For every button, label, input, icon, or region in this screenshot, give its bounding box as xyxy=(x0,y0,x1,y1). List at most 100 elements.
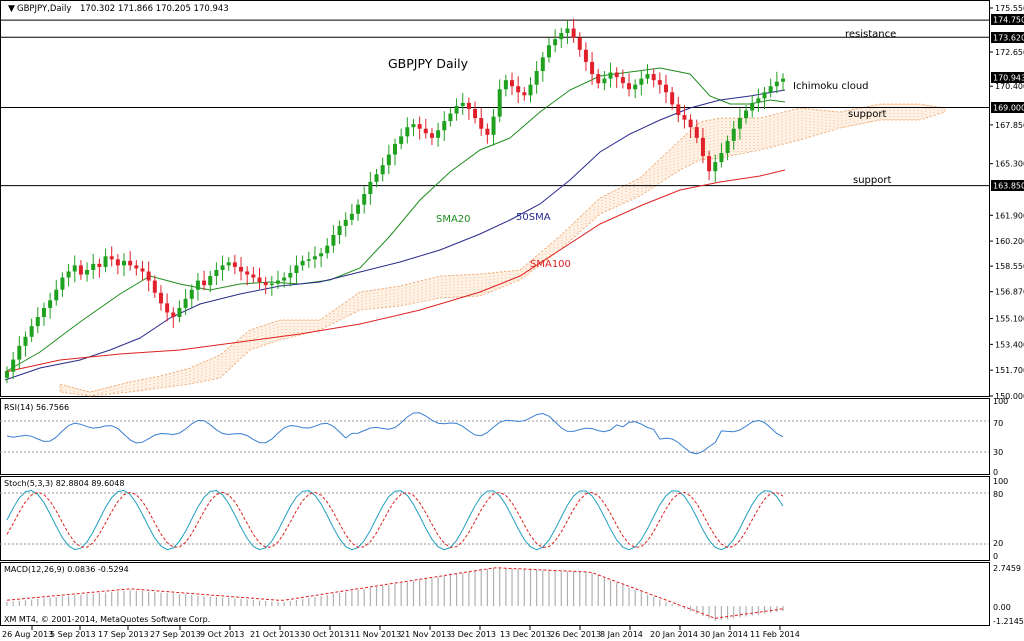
candle-body xyxy=(319,253,324,257)
candle-body xyxy=(349,213,354,220)
macd-level-min: -1.2145 xyxy=(993,617,1024,626)
candle-body xyxy=(645,74,650,79)
candle-body xyxy=(275,280,280,284)
candle-body xyxy=(11,359,16,372)
sma20-label: SMA20 xyxy=(436,214,471,225)
candle-body xyxy=(48,300,53,308)
price-tick-label: 153.400 xyxy=(995,340,1024,349)
price-axis: 175.550 172.650 170.400 167.850 165.300 161.9… xyxy=(989,4,1024,401)
candle-body xyxy=(109,256,114,260)
candle-body xyxy=(368,181,373,195)
sma50-line xyxy=(4,89,786,381)
price-tick-label: 150.000 xyxy=(995,392,1024,401)
date-tick-label: 3 Dec 2013 xyxy=(450,630,496,639)
date-tick-label: 11 Nov 2013 xyxy=(350,630,401,639)
sma100-line xyxy=(4,169,786,373)
candle-body xyxy=(251,274,256,278)
main-title: GBPJPY Daily xyxy=(388,56,469,71)
candle-body xyxy=(183,298,188,308)
candle-body xyxy=(66,271,71,278)
price-tick-label: 167.850 xyxy=(995,121,1024,130)
date-tick-label: 21 Oct 2013 xyxy=(250,630,299,639)
horizontal-levels xyxy=(0,19,989,187)
macd-pane[interactable] xyxy=(0,562,990,626)
candle-body xyxy=(23,336,28,346)
candle-body xyxy=(325,245,330,254)
candle-body xyxy=(72,265,77,272)
candle-body xyxy=(436,130,441,138)
indicator-lines xyxy=(0,412,989,621)
candle-body xyxy=(479,118,484,129)
candle-body xyxy=(269,283,274,286)
candle-body xyxy=(17,345,22,360)
date-tick-label: 17 Sep 2013 xyxy=(98,630,149,639)
candle-body xyxy=(294,265,299,273)
date-tick-label: 8 Jan 2014 xyxy=(600,630,643,639)
candle-body xyxy=(540,57,545,72)
candle-body xyxy=(417,124,422,129)
candle-body xyxy=(651,74,656,81)
candle-body xyxy=(627,83,632,90)
price-marker-173620: 173.620 xyxy=(991,32,1024,43)
price-marker-163850: 163.850 xyxy=(991,180,1024,191)
candle-body xyxy=(510,80,515,87)
price-tick-label: 151.700 xyxy=(995,366,1024,375)
candle-body xyxy=(602,78,607,84)
date-tick-label: 13 Dec 2013 xyxy=(500,630,551,639)
candle-body xyxy=(676,104,681,116)
main-pane[interactable] xyxy=(0,0,990,397)
collapse-triangle-icon[interactable]: ▼ xyxy=(8,4,15,14)
candle-body xyxy=(78,265,83,275)
stoch-pane[interactable] xyxy=(0,476,990,561)
candle-body xyxy=(405,127,410,137)
candle-body xyxy=(688,119,693,128)
svg-text:163.850: 163.850 xyxy=(993,182,1024,191)
candle-body xyxy=(282,277,287,281)
candle-body xyxy=(177,307,182,318)
candle-body xyxy=(257,277,262,283)
candle-body xyxy=(737,118,742,129)
rsi-level-0: 0 xyxy=(993,468,998,477)
candle-body xyxy=(312,256,317,260)
candlesticks[interactable] xyxy=(5,18,785,384)
candle-body xyxy=(60,277,65,290)
candle-body xyxy=(429,133,434,138)
candle-body xyxy=(54,289,59,301)
rsi-label: RSI(14) 56.7566 xyxy=(4,403,69,412)
candle-body xyxy=(577,37,582,50)
candle-body xyxy=(682,115,687,120)
candle-body xyxy=(91,263,96,270)
candle-body xyxy=(306,259,311,261)
copyright-text: XM MT4, © 2001-2014, MetaQuotes Software… xyxy=(4,615,210,624)
candle-body xyxy=(485,128,490,135)
candle-body xyxy=(473,108,478,119)
candle-body xyxy=(614,72,619,78)
price-tick-label: 156.870 xyxy=(995,288,1024,297)
sma20-line xyxy=(4,67,786,373)
date-tick-label: 9 Oct 2013 xyxy=(200,630,244,639)
candle-body xyxy=(657,80,662,85)
candle-body xyxy=(115,259,120,266)
candle-body xyxy=(491,116,496,135)
candle-body xyxy=(731,128,736,141)
svg-text:169.000: 169.000 xyxy=(993,104,1024,113)
candle-body xyxy=(393,143,397,155)
candle-body xyxy=(5,371,9,378)
price-tick-label: 161.900 xyxy=(995,211,1024,220)
rsi-pane[interactable] xyxy=(0,398,990,475)
candle-body xyxy=(331,235,336,246)
candle-body xyxy=(571,28,576,38)
macd-label: MACD(12,26,9) 0.0836 -0.5294 xyxy=(4,565,129,574)
price-tick-label: 158.550 xyxy=(995,262,1024,271)
candle-body xyxy=(171,312,176,318)
candle-body xyxy=(380,165,385,175)
sma100-label: SMA100 xyxy=(530,259,571,270)
candle-body xyxy=(707,156,712,172)
candle-body xyxy=(694,127,699,138)
symbol-title: GBPJPY,Daily xyxy=(17,4,71,14)
moving-averages xyxy=(4,67,786,381)
price-tick-label: 165.300 xyxy=(995,160,1024,169)
candle-body xyxy=(220,265,225,270)
macd-level-max: 2.7459 xyxy=(993,564,1021,573)
